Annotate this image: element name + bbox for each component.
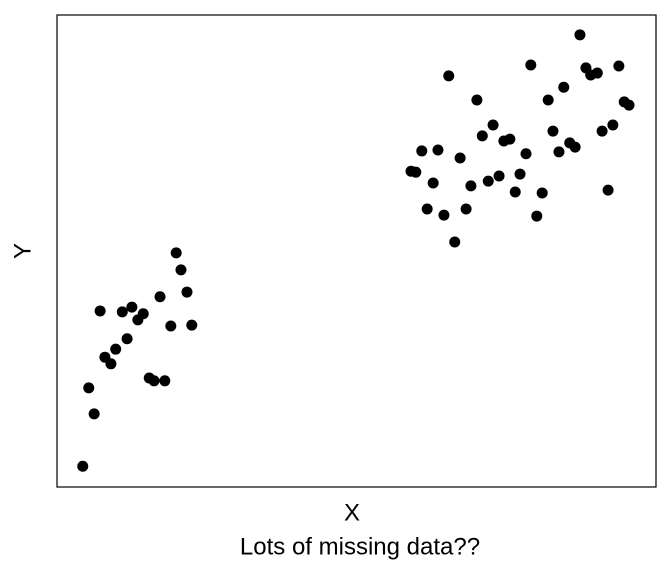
point [514, 168, 526, 180]
y-axis-label: Y [9, 243, 36, 259]
point [482, 175, 494, 187]
point [574, 29, 586, 41]
point [623, 99, 635, 111]
point [438, 209, 450, 221]
point [553, 146, 565, 158]
point [148, 375, 160, 387]
point [77, 460, 89, 472]
point [460, 203, 472, 215]
point [509, 186, 521, 198]
point [432, 144, 444, 156]
point [186, 319, 198, 331]
point [547, 125, 559, 137]
point [613, 60, 625, 72]
point [465, 180, 477, 192]
point [591, 67, 603, 79]
point [427, 177, 439, 189]
point [536, 187, 548, 199]
plot-frame [56, 14, 657, 488]
point [493, 170, 505, 182]
point [83, 382, 95, 394]
point [531, 210, 543, 222]
point [520, 148, 532, 160]
point [449, 236, 461, 248]
point [443, 70, 455, 82]
point [126, 301, 138, 313]
x-axis-label: X [344, 499, 360, 526]
point [410, 166, 422, 178]
point [569, 141, 581, 153]
point [487, 119, 499, 131]
point [170, 247, 182, 259]
point [504, 133, 516, 145]
point [165, 320, 177, 332]
point [105, 358, 117, 370]
point [454, 152, 466, 164]
point [607, 119, 619, 131]
point [181, 286, 193, 298]
point [416, 145, 428, 157]
point [110, 343, 122, 355]
point [525, 59, 537, 71]
point [94, 305, 106, 317]
point [88, 408, 100, 420]
point [476, 130, 488, 142]
point [542, 94, 554, 106]
point [116, 306, 128, 318]
caption: Lots of missing data?? [240, 533, 480, 560]
point [602, 184, 614, 196]
point [421, 203, 433, 215]
point [558, 81, 570, 93]
point [159, 375, 171, 387]
point [471, 94, 483, 106]
point [137, 308, 149, 320]
point [121, 333, 133, 345]
point [596, 125, 608, 137]
point [154, 291, 166, 303]
point [175, 264, 187, 276]
